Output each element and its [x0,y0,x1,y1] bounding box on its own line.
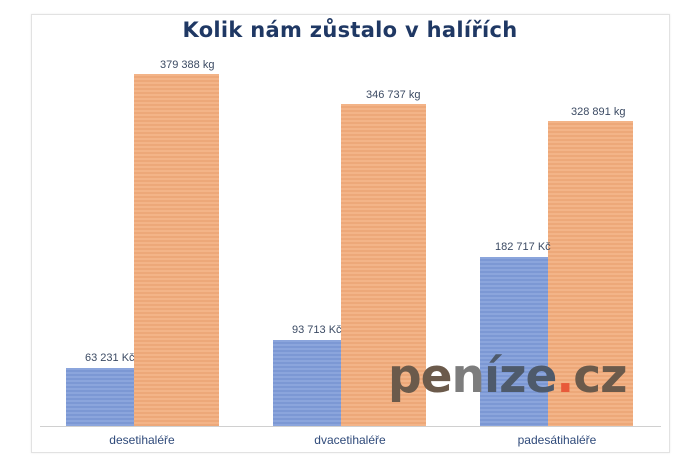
category-label: desetihaléře [109,433,175,447]
data-label: 63 231 Kč [85,352,135,364]
category-label: dvacetihaléře [314,433,386,447]
data-label: 328 891 kg [571,106,626,118]
watermark-part: íze [484,349,557,404]
data-label: 379 388 kg [160,59,215,71]
category-label: padesátihaléře [517,433,597,447]
penize-cz-watermark-logo: peníze.cz [388,353,627,400]
data-label: 346 737 kg [366,89,421,101]
data-label: 93 713 Kč [292,324,342,336]
watermark-part: cz [573,349,627,404]
bar-desetihalere-weight [134,74,219,426]
x-axis-line [40,426,661,427]
bar-desetihalere-value [66,368,134,426]
watermark-dot: . [556,349,574,404]
data-label: 182 717 Kč [495,241,551,253]
bar-dvacetihalere-value [273,340,341,426]
chart-title: Kolik nám zůstalo v halířích [182,18,518,42]
bar-dvacetihalere-weight [341,104,426,426]
watermark-part: n [451,349,485,404]
watermark-part: pe [388,349,453,404]
bar-padesatihalere-weight [548,121,633,426]
bar-padesatihalere-value [480,257,548,426]
